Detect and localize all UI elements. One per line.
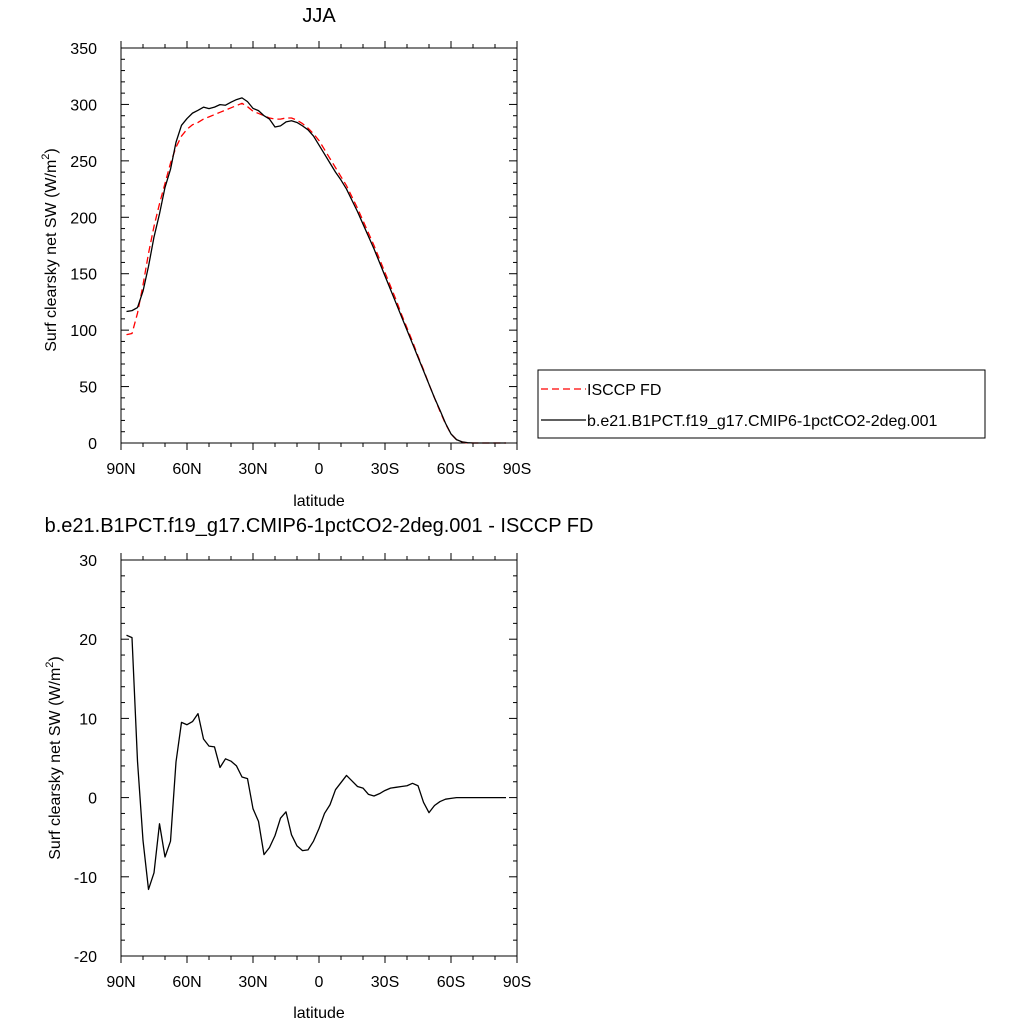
y-axis-label-top: Surf clearsky net SW (W/m2) <box>40 148 60 351</box>
y-axis-label-top-superscript: 2 <box>40 154 52 160</box>
y-tick-label: 100 <box>70 323 97 340</box>
y-axis-label-bottom-main: Surf clearsky net SW (W/m <box>47 668 64 860</box>
plot-area-top: 0 50 100 150 200 250 300 350 90N 60N 30N 0 30S 60S 90S <box>70 41 531 478</box>
y-tick-label: 30 <box>79 553 97 570</box>
y-axis-label-bottom: Surf clearsky net SW (W/m2) <box>44 656 64 859</box>
x-tick-label: 30S <box>371 974 399 991</box>
y-axis-label-top-suffix: ) <box>43 148 60 153</box>
x-axis-label-bottom: latitude <box>293 1005 345 1022</box>
plot-area-bottom: -20 -10 0 10 20 30 90N 60N 30N 0 30S 60S 90S <box>74 553 531 991</box>
y-tick-label: 10 <box>79 711 97 728</box>
chart-panel-top: JJA 0 50 100 150 200 250 300 350 90N 60N 30N 0 30S 60… <box>40 5 531 510</box>
legend-label-isccp: ISCCP FD <box>587 382 661 399</box>
x-tick-label: 30S <box>371 461 399 478</box>
y-tick-label: 0 <box>88 436 97 453</box>
x-tick-label: 90N <box>106 974 135 991</box>
chart-title-bottom: b.e21.B1PCT.f19_g17.CMIP6-1pctCO2-2deg.0… <box>45 515 594 537</box>
x-tick-label: 30N <box>238 974 267 991</box>
y-tick-label: -20 <box>74 949 97 966</box>
x-tick-label: 90N <box>106 461 135 478</box>
legend-box <box>537 369 986 439</box>
y-axis-label-bottom-superscript: 2 <box>44 662 56 668</box>
series-line-0 <box>126 634 506 891</box>
x-tick-label: 60S <box>437 974 465 991</box>
y-axis-label-top-main: Surf clearsky net SW (W/m <box>43 160 60 352</box>
x-tick-label: 90S <box>503 974 531 991</box>
x-tick-label: 60N <box>172 461 201 478</box>
x-tick-label: 0 <box>315 461 324 478</box>
x-tick-label: 30N <box>238 461 267 478</box>
x-tick-label: 90S <box>503 461 531 478</box>
y-axis-label-bottom-suffix: ) <box>47 656 64 661</box>
y-tick-label: 250 <box>70 154 97 171</box>
y-tick-label: 200 <box>70 210 97 227</box>
chart-title-top: JJA <box>302 5 336 27</box>
y-tick-label: 50 <box>79 380 97 397</box>
y-tick-label: 300 <box>70 97 97 114</box>
y-tick-label: 0 <box>88 791 97 808</box>
x-tick-label: 0 <box>315 974 324 991</box>
legend: ISCCP FD b.e21.B1PCT.f19_g17.CMIP6-1pctC… <box>537 369 986 439</box>
y-tick-label: -10 <box>74 870 97 887</box>
x-tick-label: 60S <box>437 461 465 478</box>
x-axis-label-top: latitude <box>293 493 345 510</box>
y-tick-label: 150 <box>70 267 97 284</box>
series-line-1 <box>126 97 506 444</box>
chart-panel-bottom: b.e21.B1PCT.f19_g17.CMIP6-1pctCO2-2deg.0… <box>44 515 593 1022</box>
y-tick-label: 20 <box>79 632 97 649</box>
legend-label-model: b.e21.B1PCT.f19_g17.CMIP6-1pctCO2-2deg.0… <box>587 413 938 430</box>
x-tick-label: 60N <box>172 974 201 991</box>
y-tick-label: 350 <box>70 41 97 58</box>
